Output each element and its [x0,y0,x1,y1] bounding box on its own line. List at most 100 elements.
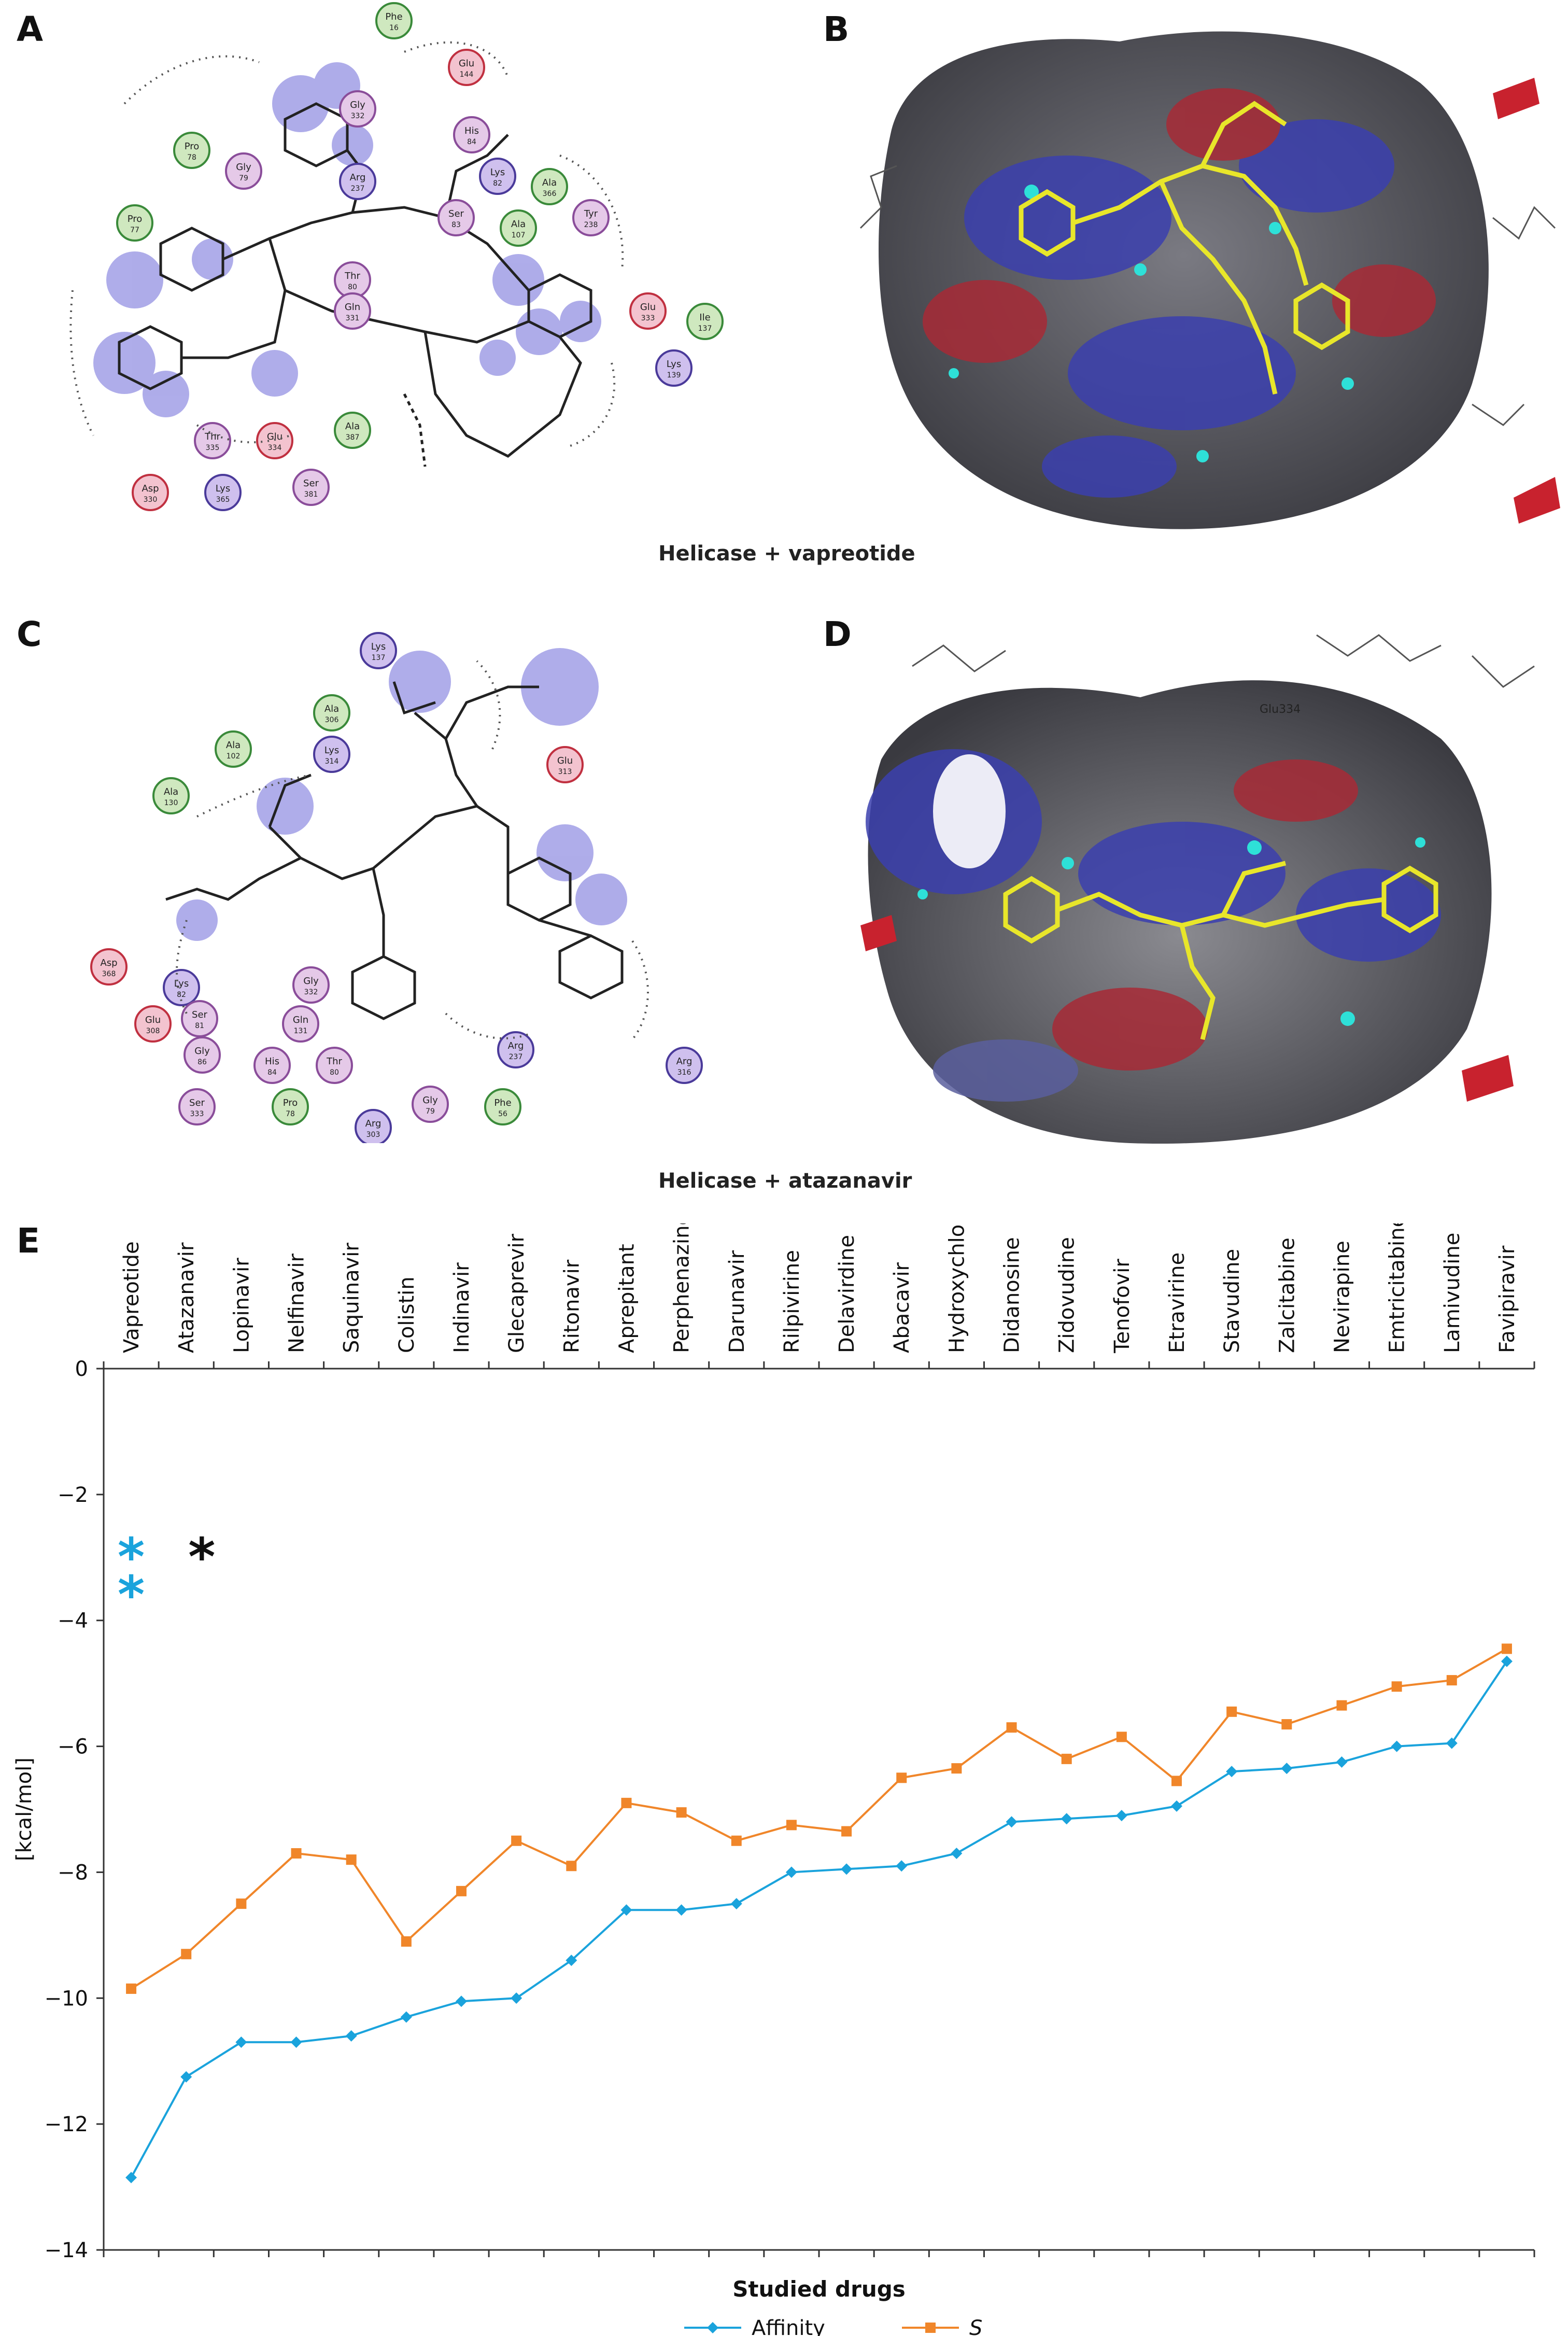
svg-text:Ser: Ser [448,208,464,219]
caption-vapreotide: Helicase + vapreotide [658,542,915,566]
residue-ile-137: Ile 137 [686,303,724,340]
significance-asterisk: * [118,1565,145,1625]
data-point [1281,1763,1293,1775]
svg-text:366: 366 [543,190,557,198]
svg-text:Ser: Ser [192,1009,208,1020]
residue-glu-313: Glu 313 [546,746,584,783]
svg-text:Arg: Arg [365,1118,382,1129]
svg-text:Phe: Phe [385,11,402,22]
svg-text:308: 308 [146,1027,160,1035]
svg-text:332: 332 [304,988,318,996]
svg-text:137: 137 [698,325,712,333]
data-point [1446,1675,1457,1686]
data-point [346,1854,357,1865]
data-point [401,1936,412,1947]
y-tick-label: −2 [58,1483,88,1507]
data-point [1501,1655,1513,1667]
svg-text:56: 56 [498,1110,507,1118]
residue-glu-144: Glu 144 [448,49,485,86]
x-tick-label: Ritonavir [560,1259,584,1353]
data-point [511,1835,522,1846]
svg-text:16: 16 [389,24,399,32]
svg-text:Ala: Ala [542,177,557,188]
x-tick-label: Delavirdine [835,1235,859,1353]
x-tick-label: Stavudine [1220,1249,1244,1353]
svg-text:387: 387 [346,433,360,442]
data-point [785,1866,797,1878]
data-point [841,1863,853,1875]
surface-residue-label: Glu334 [1260,703,1301,716]
svg-text:79: 79 [239,174,248,182]
data-point [621,1797,632,1808]
svg-text:131: 131 [294,1027,308,1035]
data-point [1006,1816,1018,1828]
svg-text:Tyr: Tyr [584,208,598,219]
data-point [291,1848,302,1859]
data-point [1226,1766,1238,1778]
svg-text:335: 335 [206,444,220,452]
svg-text:Ser: Ser [189,1097,205,1108]
series-line [131,1648,1507,1990]
legend-item-s: S [902,2316,982,2336]
residue-ala-130: Ala 130 [152,777,190,814]
legend-label: Affinity [752,2316,825,2336]
svg-text:Thr: Thr [344,271,360,282]
ligand-structure [165,648,627,1020]
pocket-contour [69,41,624,447]
data-point [730,1898,742,1910]
svg-text:Pro: Pro [283,1097,298,1108]
svg-text:365: 365 [216,496,230,504]
data-point [896,1860,908,1872]
svg-text:Glu: Glu [459,58,474,69]
residue-ser-83: Ser 83 [437,199,475,236]
data-point [236,1898,247,1909]
x-tick-label: Rilpivirine [780,1250,804,1353]
data-point [1061,1813,1072,1825]
caption-atazanavir: Helicase + atazanavir [658,1169,912,1193]
svg-text:Lys: Lys [216,483,230,494]
data-point [1006,1722,1017,1733]
svg-text:303: 303 [366,1131,380,1139]
data-point [125,2172,137,2184]
svg-text:368: 368 [102,970,116,978]
svg-text:83: 83 [451,221,461,229]
svg-text:130: 130 [164,799,178,807]
x-tick-label: Hydroxychloroquine [945,1223,969,1353]
svg-text:77: 77 [130,226,139,234]
data-point [731,1835,742,1846]
data-point [1281,1719,1292,1730]
svg-text:Gln: Gln [293,1015,308,1025]
residue-asp-330: Asp 330 [132,474,169,511]
data-point [1171,1800,1182,1812]
svg-text:313: 313 [558,768,572,776]
svg-text:334: 334 [268,444,282,452]
data-point [1446,1737,1458,1749]
svg-text:Gln: Gln [345,302,360,313]
svg-text:Ala: Ala [345,421,360,432]
y-tick-label: −10 [45,1987,88,2010]
svg-text:Gly: Gly [350,100,365,110]
residue-arg-237: Arg 237 [339,163,376,200]
annotations: *** [118,1527,215,1625]
data-point [181,1949,192,1960]
svg-text:82: 82 [177,991,186,999]
x-tick-label: Etravirine [1165,1253,1189,1353]
y-axis-label: [kcal/mol] [12,1757,36,1861]
series-line [130,1660,1508,2178]
legend-label: S [969,2316,982,2336]
panel-label-a: A [17,9,44,49]
svg-text:Ala: Ala [164,786,178,797]
svg-text:Glu: Glu [640,302,656,313]
data-point [620,1904,632,1916]
svg-text:Pro: Pro [185,141,200,152]
data-point [180,2071,192,2083]
panel-label-d: D [823,614,852,654]
svg-text:Asp: Asp [142,483,159,494]
svg-text:107: 107 [512,231,526,240]
